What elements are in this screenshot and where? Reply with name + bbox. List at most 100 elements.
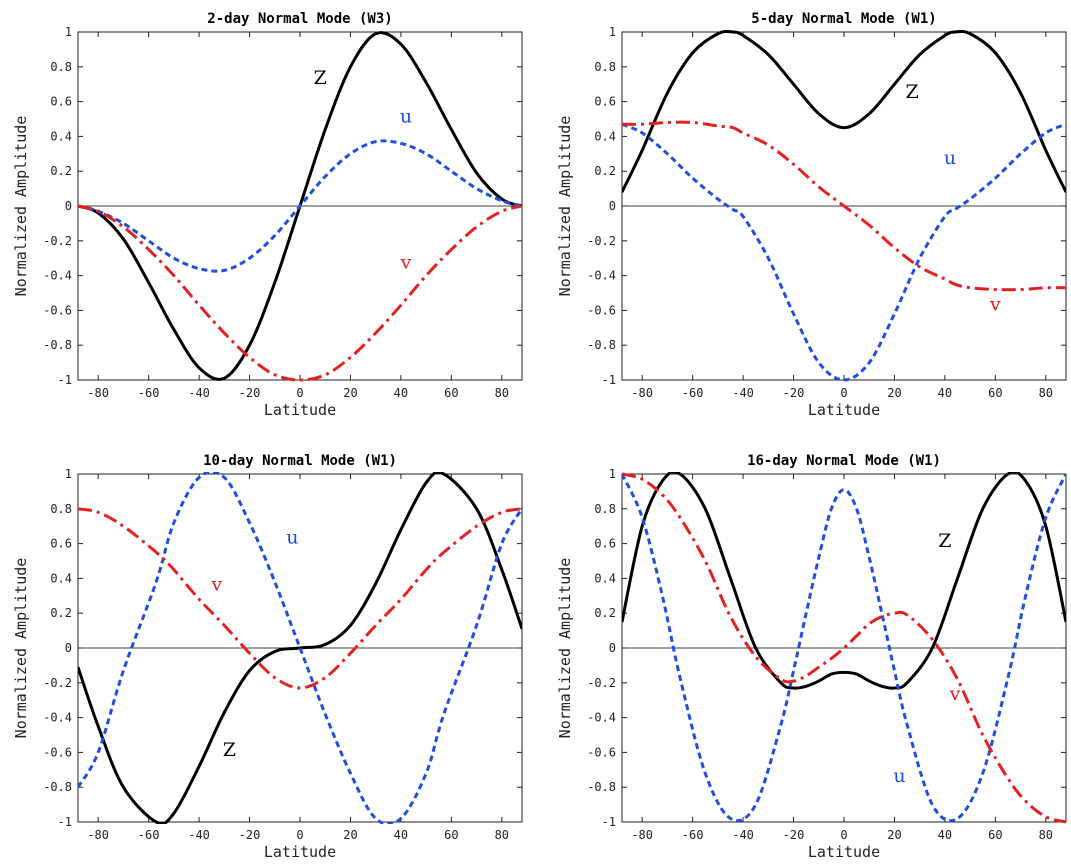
y-tick-label: -0.6 — [587, 303, 616, 317]
x-tick-label: -40 — [188, 386, 210, 400]
x-tick-label: -20 — [239, 386, 261, 400]
y-tick-label: -1 — [602, 373, 616, 387]
series-v-line — [622, 120, 1066, 292]
panel-title: 16-day Normal Mode (W1) — [747, 453, 941, 469]
x-tick-label: 0 — [296, 386, 303, 400]
series-Z-label: Z — [906, 81, 919, 103]
y-tick-label: 0.4 — [594, 571, 616, 585]
y-tick-label: -0.4 — [43, 711, 72, 725]
x-tick-label: 20 — [343, 386, 357, 400]
series-v-label: v — [949, 683, 961, 705]
x-tick-label: -20 — [239, 828, 261, 842]
y-tick-label: 0.8 — [50, 502, 72, 516]
y-tick-label: -0.8 — [587, 780, 616, 794]
x-tick-label: 0 — [296, 828, 303, 842]
x-tick-label: 60 — [988, 386, 1002, 400]
x-tick-label: -80 — [87, 828, 109, 842]
x-tick-label: 20 — [343, 828, 357, 842]
x-axis-label: Latitude — [264, 843, 336, 861]
x-axis-label: Latitude — [808, 401, 880, 419]
y-tick-label: 1 — [609, 467, 616, 481]
panel-title: 5-day Normal Mode (W1) — [751, 11, 936, 27]
series-u-line — [622, 473, 1066, 823]
series-u-line — [78, 139, 522, 273]
x-tick-label: -80 — [631, 386, 653, 400]
y-tick-label: 0.8 — [594, 502, 616, 516]
x-tick-label: -80 — [87, 386, 109, 400]
panel-3: -80 -60 -40 -20 0 20 40 60 80 -1 -0.8 -0.6 -0.4 -0.2 0… — [12, 453, 523, 861]
y-tick-label: 0.2 — [594, 164, 616, 178]
series-u-label: u — [944, 147, 956, 169]
x-tick-label: 40 — [938, 386, 952, 400]
y-tick-label: -0.8 — [587, 338, 616, 352]
y-tick-label: -1 — [58, 373, 72, 387]
y-tick-label: 0.8 — [594, 60, 616, 74]
x-tick-label: -60 — [138, 828, 160, 842]
x-tick-label: 60 — [988, 828, 1002, 842]
series-u-line — [78, 472, 522, 824]
series-Z-line — [622, 472, 1066, 690]
y-tick-label: 0.4 — [50, 571, 72, 585]
y-tick-label: 1 — [65, 467, 72, 481]
y-tick-label: 0.2 — [50, 164, 72, 178]
y-tick-label: -0.2 — [587, 234, 616, 248]
panel-4: -80 -60 -40 -20 0 20 40 60 80 -1 -0.8 -0.6 -0.4 -0.2 0… — [556, 453, 1067, 861]
y-tick-label: -0.6 — [43, 745, 72, 759]
y-axis-label: Normalized Amplitude — [556, 116, 574, 297]
x-tick-label: 80 — [495, 828, 509, 842]
x-tick-label: 20 — [887, 386, 901, 400]
series-u-label: u — [893, 765, 905, 787]
series-u-label: u — [400, 105, 412, 127]
y-tick-label: -1 — [58, 815, 72, 829]
x-tick-label: 60 — [444, 828, 458, 842]
y-tick-label: -0.6 — [587, 745, 616, 759]
y-tick-label: 0.6 — [50, 95, 72, 109]
y-tick-label: -0.4 — [587, 711, 616, 725]
x-tick-label: 80 — [1039, 828, 1053, 842]
y-tick-label: -0.6 — [43, 303, 72, 317]
y-tick-label: 1 — [609, 25, 616, 39]
x-tick-label: 40 — [394, 828, 408, 842]
x-tick-label: -40 — [732, 828, 754, 842]
y-axis-label: Normalized Amplitude — [12, 116, 30, 297]
panel-title: 10-day Normal Mode (W1) — [203, 453, 397, 469]
x-tick-label: 0 — [840, 386, 847, 400]
series-Z-line — [622, 30, 1066, 193]
y-tick-label: -0.2 — [43, 676, 72, 690]
y-tick-label: -0.4 — [587, 269, 616, 283]
panel-2: -80 -60 -40 -20 0 20 40 60 80 -1 -0.8 -0.6 -0.4 -0.2 0… — [556, 11, 1067, 419]
x-tick-label: 80 — [495, 386, 509, 400]
y-tick-label: 0.4 — [594, 129, 616, 143]
x-tick-label: -80 — [631, 828, 653, 842]
series-Z-line — [78, 472, 522, 824]
panel-title: 2-day Normal Mode (W3) — [207, 11, 392, 27]
x-tick-label: -60 — [682, 828, 704, 842]
y-tick-label: 0 — [609, 199, 616, 213]
y-tick-label: -1 — [602, 815, 616, 829]
series-v-label: v — [400, 252, 412, 274]
x-tick-label: -20 — [783, 828, 805, 842]
series-v-line — [622, 472, 1066, 824]
y-tick-label: 0 — [65, 199, 72, 213]
series-u-line — [622, 122, 1066, 382]
series-Z-label: Z — [938, 530, 951, 552]
x-tick-label: 80 — [1039, 386, 1053, 400]
series-u-label: u — [286, 527, 298, 549]
y-tick-label: 0 — [609, 641, 616, 655]
y-tick-label: 0.8 — [50, 60, 72, 74]
y-tick-label: 0.2 — [594, 606, 616, 620]
y-tick-label: -0.4 — [43, 269, 72, 283]
x-tick-label: 0 — [840, 828, 847, 842]
x-tick-label: -40 — [732, 386, 754, 400]
series-v-line — [78, 204, 522, 382]
y-tick-label: -0.2 — [587, 676, 616, 690]
series-v-line — [78, 507, 522, 690]
x-tick-label: -60 — [138, 386, 160, 400]
x-tick-label: 20 — [887, 828, 901, 842]
y-tick-label: 0.6 — [594, 537, 616, 551]
series-v-label: v — [989, 293, 1001, 315]
y-tick-label: 0.2 — [50, 606, 72, 620]
y-tick-label: -0.8 — [43, 780, 72, 794]
panel-1: -80 -60 -40 -20 0 20 40 60 80 -1 -0.8 -0.6 -0.4 -0.2 0… — [12, 11, 523, 419]
